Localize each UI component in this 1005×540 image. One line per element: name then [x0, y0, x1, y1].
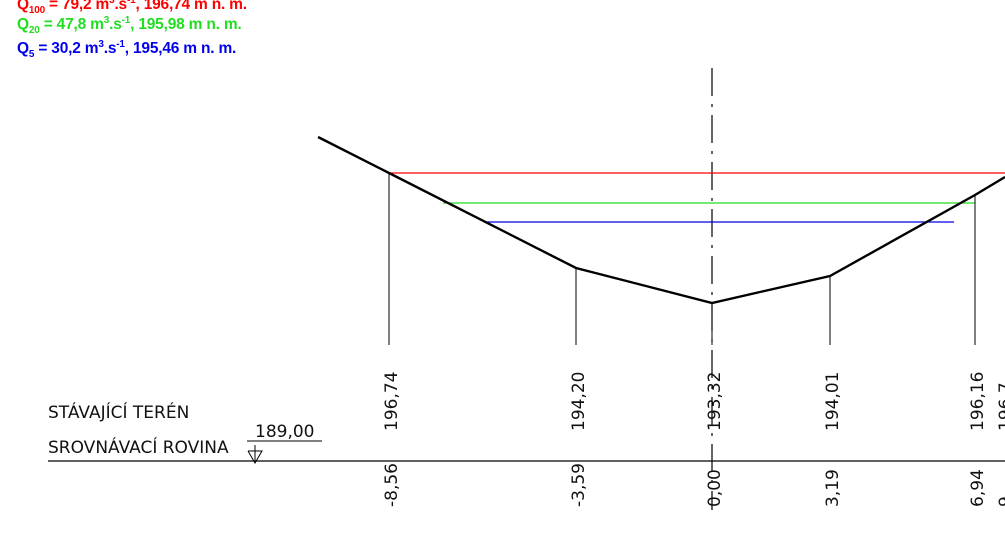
elevation-label: 193,32 [705, 372, 725, 431]
datum-row-label: SROVNÁVACÍ ROVINA [48, 436, 229, 458]
elevation-label: 196,16 [968, 372, 988, 431]
legend-q20-text: Q20 = 47,8 m3.s-1, 195,98 m n. m. [17, 15, 242, 36]
distance-label: -8,56 [382, 463, 402, 507]
terrain-row-label: STÁVAJÍCÍ TERÉN [48, 401, 189, 423]
elevation-label: 194,01 [823, 372, 843, 431]
legend-q5: Q5 = 30,2 m3.s-1, 195,46 m n. m. [17, 36, 236, 64]
distance-label: -3,59 [569, 463, 589, 507]
elevation-label: 194,20 [569, 372, 589, 431]
datum-value-label: 189,00 [255, 422, 314, 442]
legend-q100: Q100 = 79,2 m3.s-1, 196,74 m n. m. [17, 0, 247, 20]
legend-q100-text: Q100 = 79,2 m3.s-1, 196,74 m n. m. [17, 0, 247, 16]
distance-label: 6,94 [968, 469, 988, 507]
legend-q20: Q20 = 47,8 m3.s-1, 195,98 m n. m. [17, 12, 242, 40]
legend-q5-text: Q5 = 30,2 m3.s-1, 195,46 m n. m. [17, 39, 237, 60]
elevation-label: 196,7 [996, 382, 1005, 431]
elevation-label: 196,74 [382, 372, 402, 431]
terrain-profile-line [317, 135, 1005, 305]
distance-label: 3,19 [823, 469, 843, 507]
distance-label: 9, [996, 491, 1005, 507]
distance-label: 0,00 [705, 469, 725, 507]
